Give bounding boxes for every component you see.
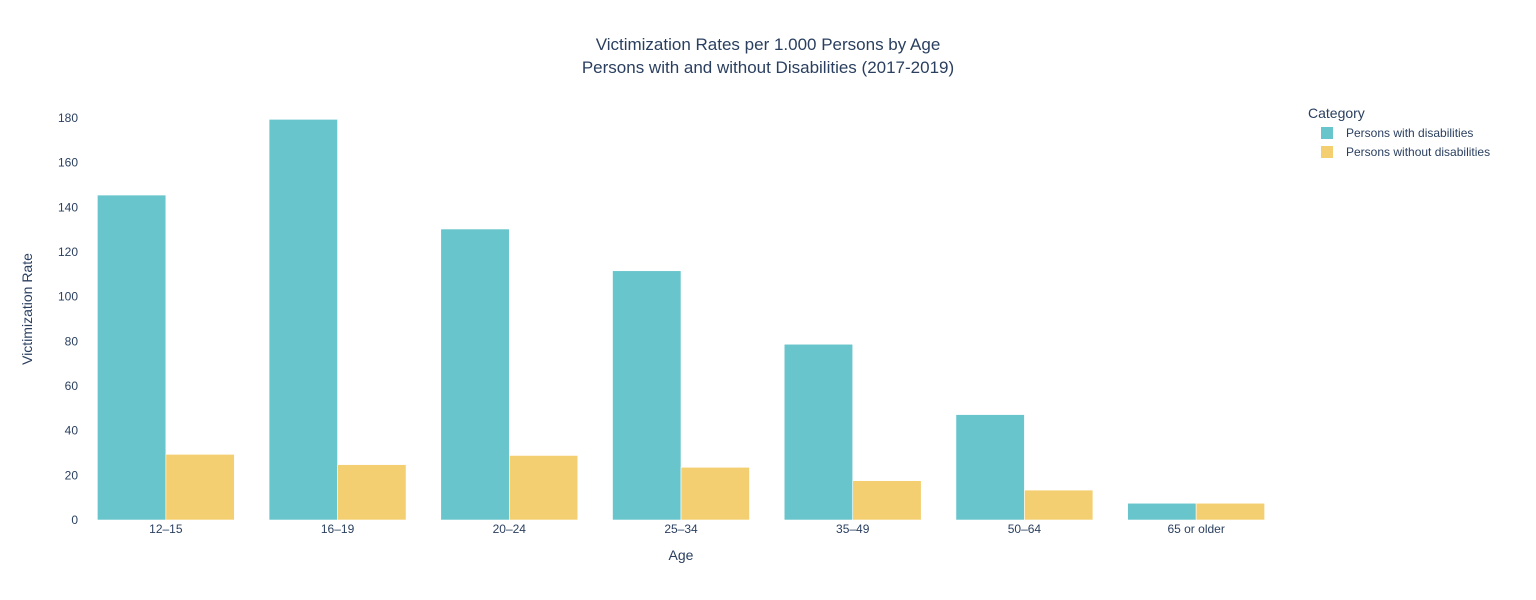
- bar-with-disabilities: [612, 270, 682, 521]
- x-axis-title: Age: [669, 547, 694, 563]
- chart-title-line1: Victimization Rates per 1.000 Persons by…: [596, 35, 941, 54]
- y-tick-label: 180: [58, 111, 78, 125]
- y-tick-label: 100: [58, 290, 78, 304]
- bar-with-disabilities: [97, 194, 167, 521]
- bar-without-disabilities: [165, 454, 235, 521]
- legend-title: Category: [1308, 105, 1365, 121]
- y-tick-label: 0: [71, 513, 78, 527]
- legend-swatch: [1321, 127, 1333, 139]
- y-tick-label: 120: [58, 245, 78, 259]
- y-tick-label: 80: [65, 334, 79, 348]
- bar-with-disabilities: [1127, 502, 1197, 521]
- bar-with-disabilities: [268, 119, 338, 521]
- x-tick-label: 50–64: [1008, 522, 1042, 536]
- x-tick-label: 25–34: [664, 522, 698, 536]
- x-axis: 12–15 16–19 20–24 25–34 35–49 50–64 65 or olde…: [149, 522, 1225, 536]
- bar-with-disabilities: [440, 228, 510, 521]
- legend-label: Persons without disabilities: [1346, 145, 1490, 159]
- bar-without-disabilities: [508, 455, 579, 521]
- x-tick-label: 65 or older: [1167, 522, 1224, 536]
- bar-without-disabilities: [680, 466, 750, 521]
- bar-with-disabilities: [955, 414, 1025, 521]
- y-axis: 0 20 40 60 80 100 120 140 160 180: [58, 111, 78, 527]
- y-tick-label: 60: [65, 379, 79, 393]
- x-tick-label: 35–49: [836, 522, 870, 536]
- bar-without-disabilities: [852, 480, 922, 521]
- x-tick-label: 16–19: [321, 522, 355, 536]
- legend: Category Persons with disabilities Person…: [1308, 105, 1490, 159]
- x-tick-label: 12–15: [149, 522, 183, 536]
- bar-without-disabilities: [337, 464, 407, 521]
- y-tick-label: 40: [65, 424, 79, 438]
- y-tick-label: 20: [65, 468, 79, 482]
- bars: [97, 119, 1265, 521]
- bar-without-disabilities: [1024, 489, 1094, 521]
- y-axis-title: Victimization Rate: [19, 253, 35, 365]
- legend-swatch: [1321, 146, 1333, 158]
- bar-without-disabilities: [1195, 502, 1265, 521]
- y-tick-label: 140: [58, 200, 78, 214]
- bar-with-disabilities: [783, 343, 854, 521]
- y-tick-label: 160: [58, 156, 78, 170]
- x-tick-label: 20–24: [493, 522, 527, 536]
- chart-title-line2: Persons with and without Disabilities (2…: [582, 58, 954, 77]
- legend-label: Persons with disabilities: [1346, 126, 1473, 140]
